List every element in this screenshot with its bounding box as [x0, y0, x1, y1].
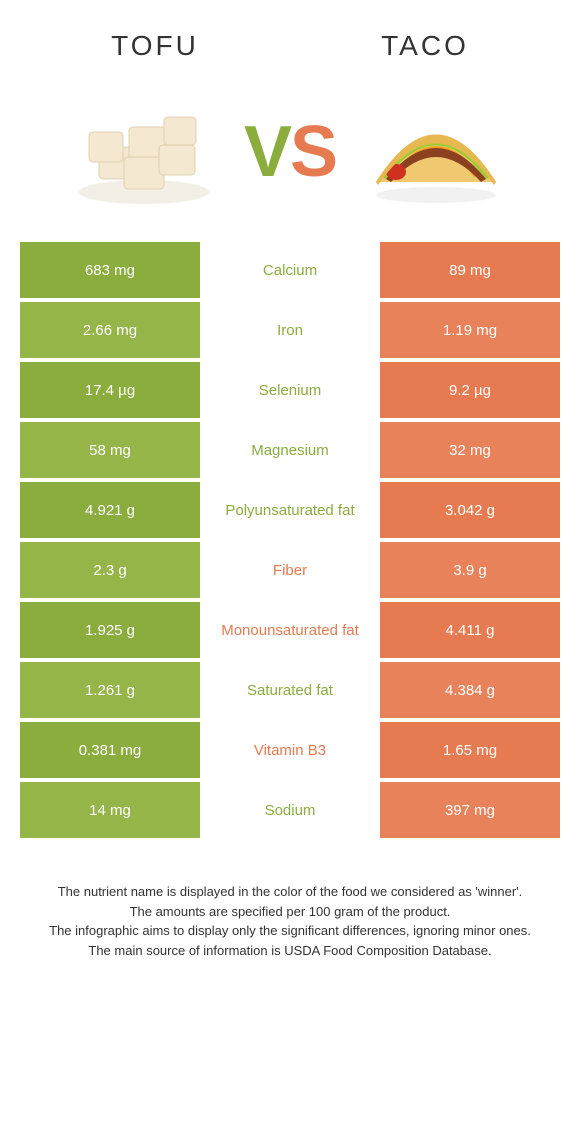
footer-line: The main source of information is USDA F…: [30, 941, 550, 961]
value-right: 3.042 g: [380, 482, 560, 538]
value-left: 2.3 g: [20, 542, 200, 598]
value-right: 1.19 mg: [380, 302, 560, 358]
value-left: 1.925 g: [20, 602, 200, 658]
value-right: 4.384 g: [380, 662, 560, 718]
value-right: 4.411 g: [380, 602, 560, 658]
value-right: 1.65 mg: [380, 722, 560, 778]
table-row: 17.4 µgSelenium9.2 µg: [20, 362, 560, 418]
nutrient-name: Vitamin B3: [200, 722, 380, 778]
footer-line: The nutrient name is displayed in the co…: [30, 882, 550, 902]
title-right: Taco: [381, 30, 469, 62]
footer: The nutrient name is displayed in the co…: [0, 842, 580, 980]
header: Tofu Taco: [0, 0, 580, 82]
nutrient-name: Magnesium: [200, 422, 380, 478]
nutrient-table: 683 mgCalcium89 mg2.66 mgIron1.19 mg17.4…: [0, 242, 580, 838]
table-row: 14 mgSodium397 mg: [20, 782, 560, 838]
nutrient-name: Selenium: [200, 362, 380, 418]
footer-line: The infographic aims to display only the…: [30, 921, 550, 941]
table-row: 0.381 mgVitamin B31.65 mg: [20, 722, 560, 778]
table-row: 2.66 mgIron1.19 mg: [20, 302, 560, 358]
value-left: 4.921 g: [20, 482, 200, 538]
value-left: 17.4 µg: [20, 362, 200, 418]
table-row: 1.261 gSaturated fat4.384 g: [20, 662, 560, 718]
vs-label: VS: [244, 111, 336, 193]
value-right: 9.2 µg: [380, 362, 560, 418]
nutrient-name: Polyunsaturated fat: [200, 482, 380, 538]
value-left: 1.261 g: [20, 662, 200, 718]
value-left: 0.381 mg: [20, 722, 200, 778]
nutrient-name: Iron: [200, 302, 380, 358]
value-right: 3.9 g: [380, 542, 560, 598]
footer-line: The amounts are specified per 100 gram o…: [30, 902, 550, 922]
value-left: 14 mg: [20, 782, 200, 838]
table-row: 4.921 gPolyunsaturated fat3.042 g: [20, 482, 560, 538]
table-row: 58 mgMagnesium32 mg: [20, 422, 560, 478]
table-row: 1.925 gMonounsaturated fat4.411 g: [20, 602, 560, 658]
value-left: 683 mg: [20, 242, 200, 298]
vs-row: VS: [0, 82, 580, 242]
nutrient-name: Calcium: [200, 242, 380, 298]
vs-s: S: [290, 112, 336, 192]
nutrient-name: Sodium: [200, 782, 380, 838]
value-left: 58 mg: [20, 422, 200, 478]
value-left: 2.66 mg: [20, 302, 200, 358]
value-right: 397 mg: [380, 782, 560, 838]
nutrient-name: Fiber: [200, 542, 380, 598]
vs-v: V: [244, 112, 290, 192]
nutrient-name: Saturated fat: [200, 662, 380, 718]
table-row: 683 mgCalcium89 mg: [20, 242, 560, 298]
title-left: Tofu: [111, 30, 199, 62]
value-right: 89 mg: [380, 242, 560, 298]
table-row: 2.3 gFiber3.9 g: [20, 542, 560, 598]
nutrient-name: Monounsaturated fat: [200, 602, 380, 658]
tofu-image: [64, 92, 224, 212]
taco-image: [356, 92, 516, 212]
value-right: 32 mg: [380, 422, 560, 478]
